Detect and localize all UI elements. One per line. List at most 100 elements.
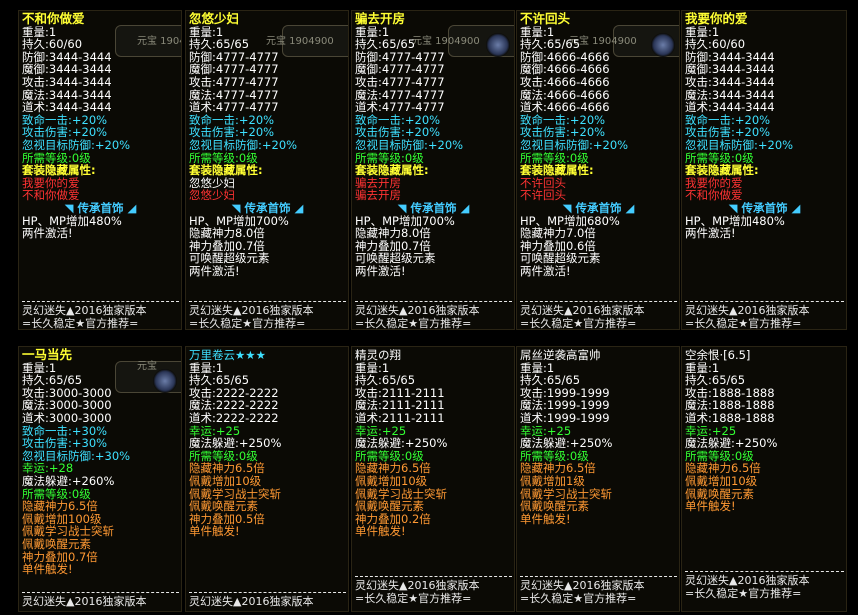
tooltip-footer: 灵幻迷失▲2016独家版本 =长久稳定★官方推荐=: [685, 299, 844, 329]
stat-line: 幸运:+25: [355, 423, 407, 438]
stat-line: 幸运:+25: [520, 423, 572, 438]
stat-line: 佩戴增加1级: [520, 473, 585, 488]
item-name: 万里卷云★★★: [189, 348, 266, 362]
stat-line: 所需等级:0级: [22, 150, 91, 165]
stat-lines: 忽悠少妇 重量:1 持久:65/65 防御:4777-4777 魔御:4777-4777…: [189, 12, 346, 277]
stat-line: 套装隐藏属性:: [355, 163, 429, 178]
stat-line: 重量:1: [355, 24, 390, 39]
stat-line: 套装隐藏属性:: [189, 163, 263, 178]
stat-line: 致命一击:+30%: [22, 423, 108, 438]
stat-line: 可唤醒超级元素: [189, 251, 270, 266]
footer-line-2: =长久稳定★官方推荐=: [520, 592, 637, 605]
stat-line: 重量:1: [189, 360, 224, 375]
stat-line: 两件激活!: [685, 226, 736, 241]
stat-line: 不许回头: [520, 175, 566, 190]
stat-line: 佩戴增加10级: [189, 473, 262, 488]
divider: [22, 592, 179, 593]
stat-line: 持久:60/60: [685, 37, 746, 52]
stat-line: 道术:3444-3444: [685, 100, 775, 115]
stat-lines: 不和你做爱 重量:1 持久:60/60 防御:3444-3444 魔御:3444-344…: [22, 12, 179, 240]
stat-line: ◥ 传承首饰 ◢: [397, 200, 470, 215]
item-name: 我要你的爱: [685, 11, 748, 26]
stat-line: 佩戴唤醒元素: [685, 486, 754, 501]
stat-lines: 屌丝逆袭高富帅 重量:1 持久:65/65 攻击:1999-1999 魔法:1999-1…: [520, 349, 677, 525]
stat-line: 道术:4777-4777: [355, 100, 445, 115]
stat-line: 所需等级:0级: [685, 448, 754, 463]
stat-line: 佩戴学习战士突斩: [355, 486, 447, 501]
orb-icon: [486, 33, 510, 57]
stat-line: 魔法:4666-4666: [520, 87, 610, 102]
stat-line: 魔御:4777-4777: [355, 62, 445, 77]
stat-line: 神力叠加0.2倍: [355, 511, 431, 526]
item-tooltip-2: 元宝 1904900 忽悠少妇 重量:1 持久:65/65 防御:4777-4777 魔…: [185, 10, 349, 330]
item-tooltip-10: 空余恨·[6.5] 重量:1 持久:65/65 攻击:1888-1888 魔法:1888…: [681, 346, 847, 612]
stat-line: 忽视目标防御:+20%: [189, 137, 298, 152]
stat-lines: 一马当先 重量:1 持久:65/65 攻击:3000-3000 魔法:3000-3000…: [22, 348, 179, 576]
stat-line: 致命一击:+20%: [685, 112, 771, 127]
stat-line: 魔法:4777-4777: [189, 87, 279, 102]
stat-line: HP、MP增加480%: [22, 213, 122, 228]
item-tooltip-7: 万里卷云★★★ 重量:1 持久:65/65 攻击:2222-2222 魔法:2222-2…: [185, 346, 349, 612]
stat-line: 套装隐藏属性:: [22, 163, 96, 178]
stat-line: 神力叠加0.6倍: [520, 238, 596, 253]
item-name: 精灵の翔: [355, 348, 401, 362]
item-name: 空余恨·[6.5]: [685, 348, 751, 362]
stat-line: 魔御:4666-4666: [520, 62, 610, 77]
stat-line: 攻击:3444-3444: [685, 74, 775, 89]
yuanbao-label: 元宝 1904900: [569, 36, 637, 47]
stat-line: 防御:4777-4777: [189, 49, 279, 64]
stat-line: 防御:3444-3444: [22, 49, 112, 64]
stat-line: ◥ 传承首饰 ◢: [231, 200, 304, 215]
stat-line: 道术:3444-3444: [22, 100, 112, 115]
stat-line: 佩戴唤醒元素: [520, 499, 589, 514]
tooltip-footer: 灵幻迷失▲2016独家版本 =长久稳定★官方推荐=: [520, 574, 677, 605]
stat-line: 隐藏神力7.0倍: [520, 226, 596, 241]
stat-line: 攻击伤害:+20%: [685, 125, 771, 140]
footer-line-1: 灵幻迷失▲2016独家版本: [22, 304, 147, 317]
stat-line: 单件触发!: [355, 524, 406, 539]
stat-line: 隐藏神力6.5倍: [520, 461, 596, 476]
stat-line: 魔法:2111-2111: [355, 398, 445, 413]
stat-line: 持久:60/60: [22, 37, 83, 52]
stat-line: 单件触发!: [189, 524, 240, 539]
divider: [520, 576, 677, 577]
stat-line: 致命一击:+20%: [355, 112, 441, 127]
stat-line: 佩戴学习战士突斩: [22, 524, 114, 539]
stat-line: 攻击伤害:+20%: [22, 125, 108, 140]
stat-line: 道术:1999-1999: [520, 410, 610, 425]
stat-lines: 不许回头 重量:1 持久:65/65 防御:4666-4666 魔御:4666-4666…: [520, 12, 677, 278]
stat-line: 致命一击:+20%: [22, 112, 108, 127]
stat-line: 神力叠加0.7倍: [189, 238, 265, 253]
footer-line-2: =长久稳定★官方推荐=: [355, 592, 472, 605]
stat-line: 佩戴增加10级: [355, 473, 428, 488]
stat-line: 两件激活!: [520, 263, 571, 278]
stat-line: 魔法:1999-1999: [520, 398, 610, 413]
stat-line: 我要你的爱: [22, 175, 80, 190]
stat-line: 重量:1: [685, 24, 720, 39]
stat-line: 防御:4777-4777: [355, 49, 445, 64]
divider: [189, 301, 346, 302]
stat-line: 忽视目标防御:+20%: [355, 137, 464, 152]
stat-line: 魔御:3444-3444: [22, 62, 112, 77]
stat-line: 佩戴唤醒元素: [355, 499, 424, 514]
item-tooltip-3: 元宝 1904900 骗去开房 重量:1 持久:65/65 防御:4777-4777 魔…: [351, 10, 515, 330]
stat-line: 防御:3444-3444: [685, 49, 775, 64]
stat-line: 魔法躲避:+250%: [189, 436, 282, 451]
stat-line: 所需等级:0级: [355, 448, 424, 463]
stat-line: HP、MP增加700%: [355, 213, 455, 228]
stat-line: 所需等级:0级: [520, 150, 589, 165]
stat-line: 持久:65/65: [22, 373, 83, 388]
stat-line: 重量:1: [685, 360, 720, 375]
stat-line: 重量:1: [355, 360, 390, 375]
stat-line: 攻击伤害:+20%: [189, 125, 275, 140]
window-frame-ornament: [282, 25, 348, 57]
footer-line-1: 灵幻迷失▲2016独家版本: [189, 304, 314, 317]
stat-line: 可唤醒超级元素: [355, 251, 436, 266]
stat-line: 持久:65/65: [189, 373, 250, 388]
divider: [22, 301, 179, 302]
stat-line: 攻击伤害:+30%: [22, 436, 108, 451]
stat-line: 攻击:3000-3000: [22, 385, 112, 400]
footer-line-1: 灵幻迷失▲2016独家版本: [22, 595, 147, 608]
stat-line: 佩戴唤醒元素: [189, 499, 258, 514]
stat-line: 重量:1: [22, 24, 57, 39]
